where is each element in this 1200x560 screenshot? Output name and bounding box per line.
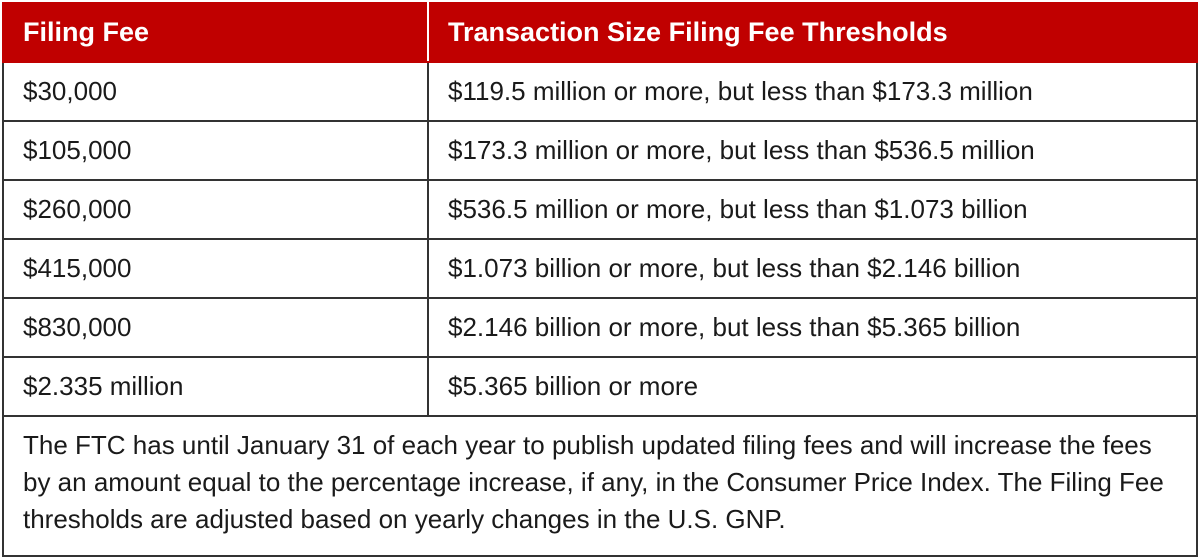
table-header: Filing Fee Transaction Size Filing Fee T… xyxy=(2,2,1198,63)
fee-cell: $2.335 million xyxy=(2,356,429,417)
fee-cell: $105,000 xyxy=(2,120,429,181)
threshold-cell: $1.073 billion or more, but less than $2… xyxy=(427,238,1198,299)
table-row: $2.335 million $5.365 billion or more xyxy=(2,356,1198,417)
note-row: The FTC has until January 31 of each yea… xyxy=(2,415,1198,557)
threshold-cell: $119.5 million or more, but less than $1… xyxy=(427,61,1198,122)
threshold-cell: $173.3 million or more, but less than $5… xyxy=(427,120,1198,181)
table-row: $105,000 $173.3 million or more, but les… xyxy=(2,120,1198,181)
table-body: $30,000 $119.5 million or more, but less… xyxy=(2,61,1198,557)
threshold-cell: $5.365 billion or more xyxy=(427,356,1198,417)
table-row: $30,000 $119.5 million or more, but less… xyxy=(2,61,1198,122)
threshold-cell: $2.146 billion or more, but less than $5… xyxy=(427,297,1198,358)
fee-cell: $260,000 xyxy=(2,179,429,240)
threshold-cell: $536.5 million or more, but less than $1… xyxy=(427,179,1198,240)
header-filing-fee: Filing Fee xyxy=(2,2,429,63)
header-thresholds: Transaction Size Filing Fee Thresholds xyxy=(427,2,1198,63)
table-note: The FTC has until January 31 of each yea… xyxy=(2,415,1198,557)
header-row: Filing Fee Transaction Size Filing Fee T… xyxy=(2,2,1198,63)
table-row: $260,000 $536.5 million or more, but les… xyxy=(2,179,1198,240)
fee-cell: $30,000 xyxy=(2,61,429,122)
table-row: $415,000 $1.073 billion or more, but les… xyxy=(2,238,1198,299)
fee-cell: $830,000 xyxy=(2,297,429,358)
table-row: $830,000 $2.146 billion or more, but les… xyxy=(2,297,1198,358)
fee-cell: $415,000 xyxy=(2,238,429,299)
